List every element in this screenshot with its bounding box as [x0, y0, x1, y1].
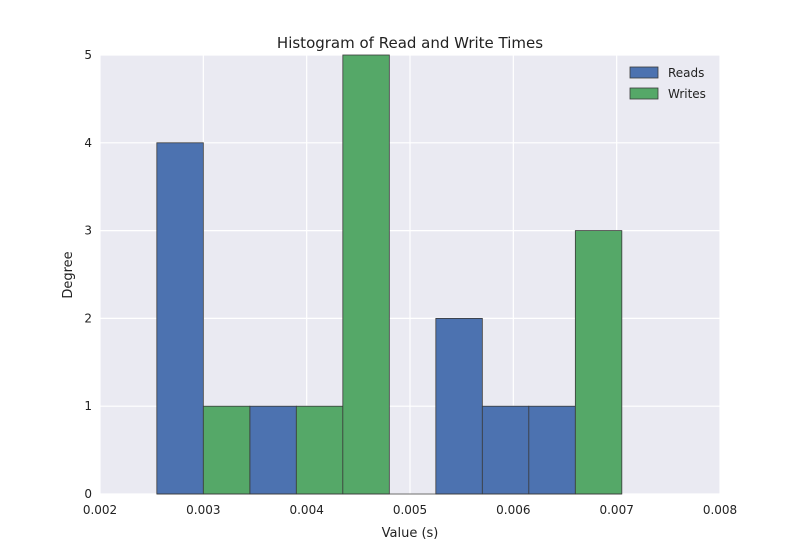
legend-label-reads: Reads: [668, 66, 704, 80]
bars: [156, 54, 623, 495]
bar-reads-3: [481, 405, 530, 495]
bar-reads-0: [156, 142, 204, 495]
x-axis-label: Value (s): [382, 526, 439, 541]
x-tick-label: 0.008: [703, 503, 737, 517]
y-tick-label: 3: [84, 224, 92, 238]
x-tick-label: 0.006: [496, 503, 530, 517]
x-tick-label: 0.003: [186, 503, 220, 517]
y-tick-label: 0: [84, 487, 92, 501]
chart-title: Histogram of Read and Write Times: [277, 34, 543, 52]
legend-swatch-writes: [629, 87, 659, 100]
bar-reads-2: [435, 317, 483, 495]
bar-reads-1: [249, 405, 297, 495]
legend-label-writes: Writes: [668, 87, 706, 101]
tick-labels: 0.002 0.003 0.004 0.005 0.006 0.007 0.008 0 1 2 3 4…: [83, 48, 737, 517]
x-tick-label: 0.002: [83, 503, 117, 517]
bar-writes-3: [574, 230, 623, 495]
x-tick-label: 0.007: [599, 503, 633, 517]
bar-reads-4: [528, 405, 576, 495]
x-tick-label: 0.004: [289, 503, 323, 517]
y-tick-label: 4: [84, 136, 92, 150]
y-tick-label: 5: [84, 48, 92, 62]
bar-writes-1: [295, 405, 344, 495]
legend-swatch-reads: [629, 66, 659, 79]
bar-writes-0: [202, 405, 251, 495]
y-tick-label: 1: [84, 399, 92, 413]
legend: Reads Writes: [629, 66, 706, 101]
bar-writes-2: [342, 54, 390, 495]
y-axis-label: Degree: [61, 251, 76, 298]
y-tick-label: 2: [84, 311, 92, 325]
x-tick-label: 0.005: [393, 503, 427, 517]
